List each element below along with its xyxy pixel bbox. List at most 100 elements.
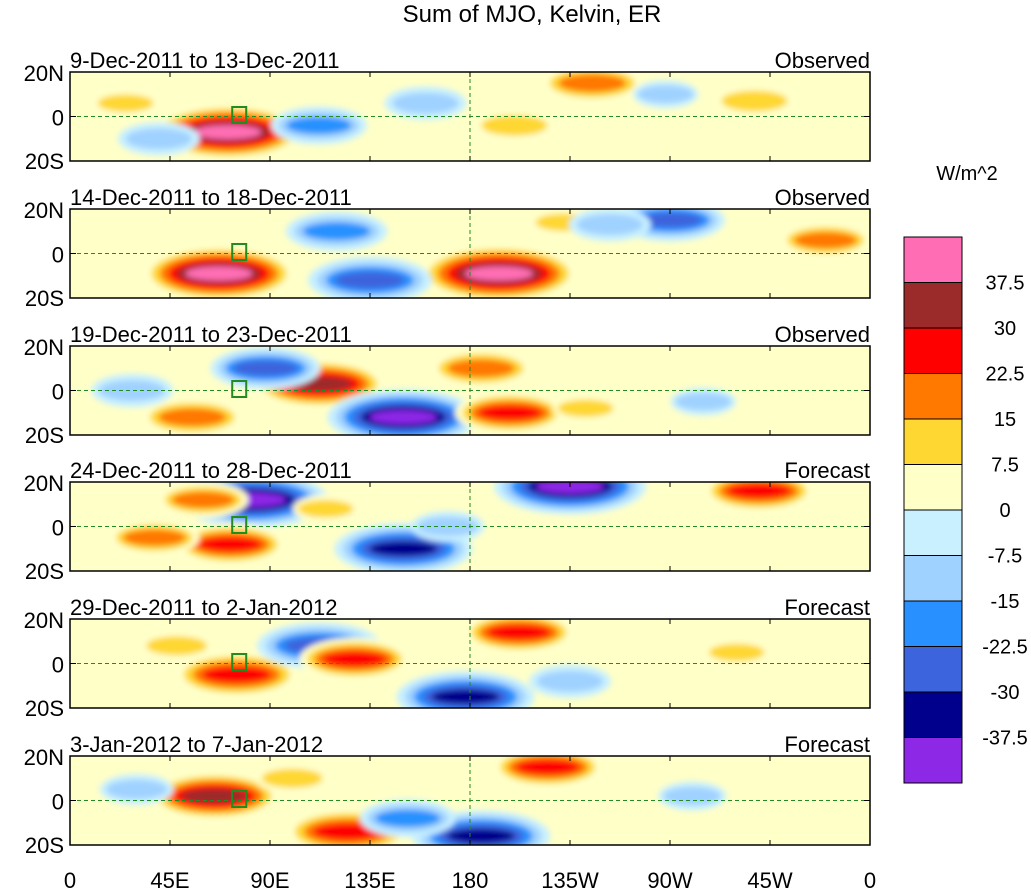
panel-status-label: Observed (775, 322, 870, 347)
panels: 20N 0 20S 9-Dec-2011 to 13-Dec-2011 Observed… (24, 48, 871, 858)
panel-status-label: Forecast (784, 458, 870, 483)
chart-title: Sum of MJO, Kelvin, ER (403, 1, 662, 28)
anomaly-contour (335, 272, 405, 289)
y-tick-label: 20N (24, 198, 64, 223)
region-box (231, 790, 248, 808)
anomaly-contour (197, 536, 263, 552)
x-tick-label: 0 (64, 868, 76, 889)
anomaly-contour (123, 529, 186, 546)
region-box (231, 380, 248, 398)
anomaly-contour (125, 128, 192, 150)
y-tick-label: 20S (25, 833, 64, 858)
panel-status-label: Observed (775, 48, 870, 73)
anomaly-contour (577, 214, 643, 235)
anomaly-contour (794, 232, 857, 249)
anomaly-contour (515, 759, 580, 775)
colorbar-swatch (903, 373, 963, 420)
x-tick-label: 0 (864, 868, 876, 889)
y-tick-label: 20S (25, 286, 64, 311)
anomaly-contour (536, 482, 604, 494)
anomaly-contour (392, 92, 459, 114)
anomaly-contour (663, 787, 721, 805)
colorbar-swatch (903, 737, 963, 784)
x-tick-label: 45E (150, 868, 189, 889)
anomaly-contour (302, 222, 371, 241)
y-tick-label: 0 (52, 243, 64, 268)
panel-5: 20N 0 20S 29-Dec-2011 to 2-Jan-2012 Forecast (24, 595, 871, 721)
panel-status-label: Observed (775, 185, 870, 210)
colorbar-level-label: -30 (991, 682, 1020, 704)
y-tick-label: 0 (52, 790, 64, 815)
x-tick-label: 135E (344, 868, 395, 889)
anomaly-contour (637, 212, 703, 228)
region-box (231, 106, 248, 124)
y-tick-label: 0 (52, 106, 64, 131)
anomaly-contour (375, 809, 441, 827)
y-tick-label: 20N (24, 335, 64, 360)
anomaly-contour (181, 789, 248, 804)
anomaly-contour (431, 689, 500, 705)
colorbar-swatch (903, 600, 963, 647)
x-tick-label: 135W (541, 868, 599, 889)
colorbar-level-label: -15 (991, 591, 1020, 613)
y-tick-label: 0 (52, 516, 64, 541)
colorbar-level-label: 22.5 (986, 364, 1025, 386)
panel-period-label: 24-Dec-2011 to 28-Dec-2011 (70, 458, 352, 483)
y-tick-label: 0 (52, 380, 64, 405)
panel-period-label: 14-Dec-2011 to 18-Dec-2011 (70, 185, 352, 210)
anomaly-contour (447, 359, 515, 378)
anomaly-contour (708, 643, 765, 662)
x-tick-label: 180 (452, 868, 489, 889)
anomaly-contour (477, 405, 543, 421)
anomaly-contour (106, 779, 168, 799)
anomaly-contour (297, 500, 354, 518)
colorbar-level-label: 37.5 (986, 273, 1025, 295)
colorbar-swatch (903, 236, 963, 283)
region-box (231, 516, 248, 534)
y-tick-label: 20N (24, 745, 64, 770)
anomaly-contour (322, 651, 387, 667)
y-tick-label: 0 (52, 653, 64, 678)
anomaly-contour (202, 666, 272, 683)
x-tick-label: 45W (747, 868, 792, 889)
panel-period-label: 3-Jan-2012 to 7-Jan-2012 (70, 732, 323, 757)
anomaly-contour (313, 823, 383, 840)
colorbar-level-label: 15 (994, 409, 1016, 431)
anomaly-contour (721, 90, 788, 112)
anomaly-contour (158, 408, 226, 427)
panel-period-label: 9-Dec-2011 to 13-Dec-2011 (70, 48, 339, 73)
anomaly-contour (233, 360, 298, 376)
colorbar-swatch (903, 418, 963, 465)
anomaly-contour (558, 74, 626, 92)
anomaly-contour (369, 541, 438, 557)
colorbar-level-label: 30 (994, 318, 1016, 340)
anomaly-contour (637, 85, 694, 103)
y-tick-label: 20N (24, 471, 64, 496)
anomaly-contour (286, 116, 352, 134)
anomaly-field (70, 72, 870, 161)
panel-status-label: Forecast (784, 595, 870, 620)
y-tick-label: 20N (24, 608, 64, 633)
panel-4: 20N 0 20S 24-Dec-2011 to 28-Dec-2011 Forecas… (24, 458, 871, 584)
colorbar-swatch (903, 646, 963, 693)
panel-3: 20N 0 20S 19-Dec-2011 to 23-Dec-2011 Observe… (24, 322, 871, 448)
anomaly-contour (146, 636, 208, 656)
y-tick-label: 20S (25, 423, 64, 448)
x-tick-label: 90W (647, 868, 692, 889)
anomaly-contour (99, 380, 166, 401)
anomaly-contour (464, 266, 534, 281)
colorbar-swatch (903, 327, 963, 374)
region-box (231, 653, 248, 671)
y-tick-label: 20N (24, 61, 64, 86)
anomaly-contour (557, 399, 614, 417)
anomaly-contour (261, 768, 323, 788)
anomaly-contour (172, 491, 235, 508)
anomaly-contour (185, 266, 253, 281)
panel-period-label: 19-Dec-2011 to 23-Dec-2011 (70, 322, 352, 347)
colorbar-level-label: 7.5 (991, 455, 1019, 477)
panel-1: 20N 0 20S 9-Dec-2011 to 13-Dec-2011 Observed (24, 48, 871, 174)
panel-period-label: 29-Dec-2011 to 2-Jan-2012 (70, 595, 337, 620)
panel-2: 20N 0 20S 14-Dec-2011 to 18-Dec-2011 Observe… (24, 185, 871, 311)
anomaly-contour (417, 517, 479, 536)
colorbar: 37.5 30 22.5 15 7.5 0 -7.5 -15 -22.5 -30 -37.5 (903, 236, 1028, 784)
